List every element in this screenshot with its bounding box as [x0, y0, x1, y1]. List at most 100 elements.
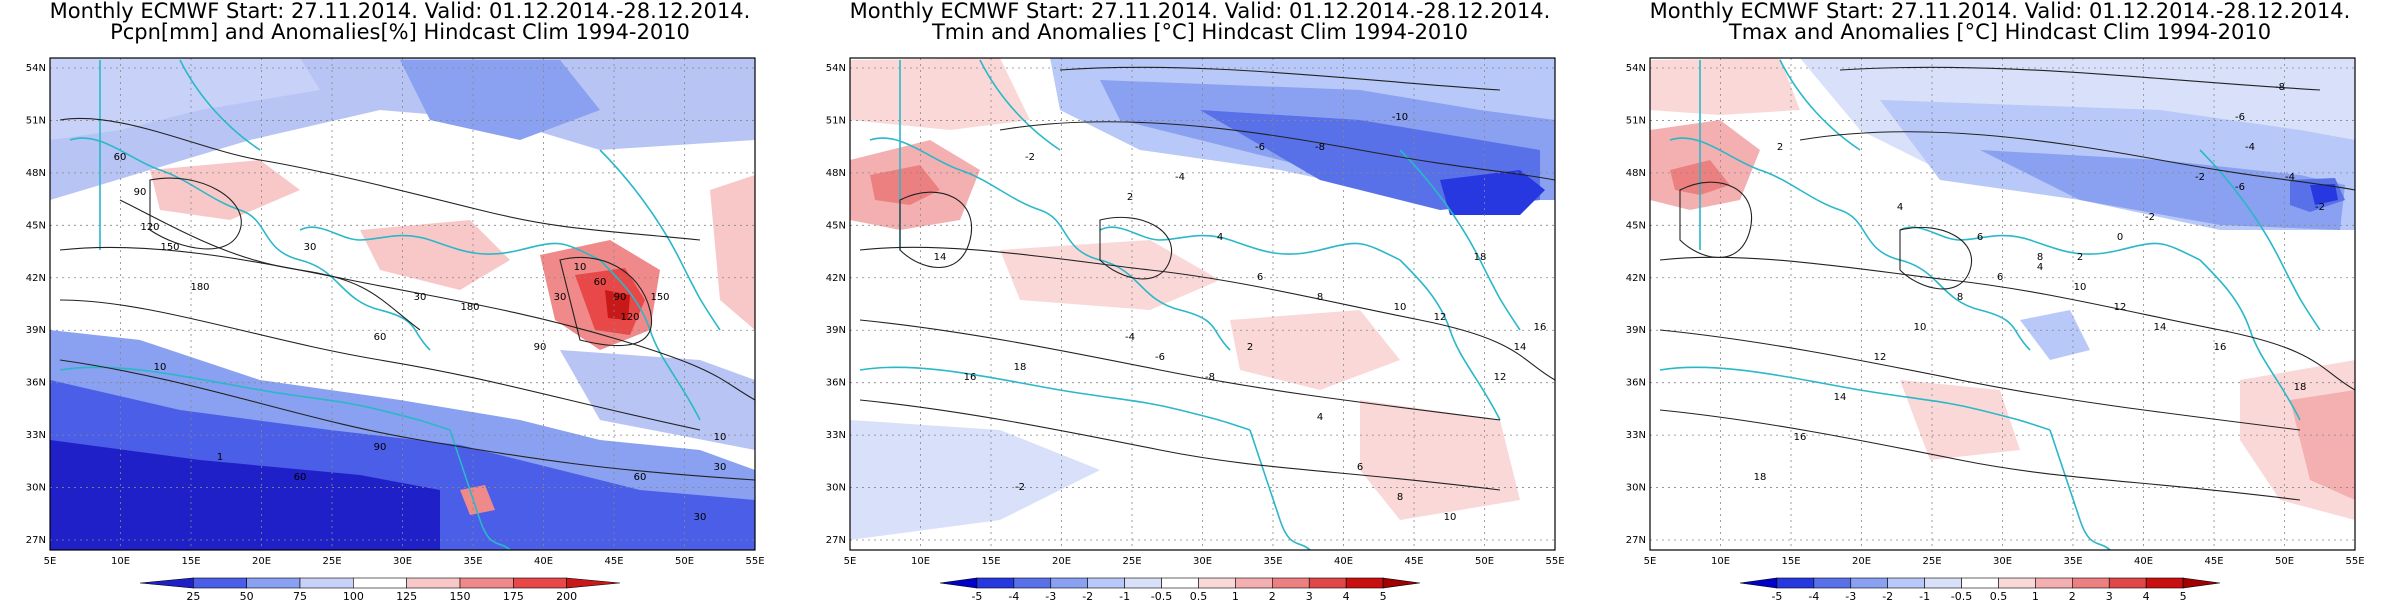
contour-label: 10 [1444, 512, 1457, 523]
coastline [1399, 149, 1521, 331]
lat-tick-label: 42N [826, 273, 846, 284]
contour-label: 30 [714, 462, 727, 473]
lat-tick-label: 48N [1626, 168, 1646, 179]
contour-label: 4 [1897, 202, 1903, 213]
colorbar-segment [406, 577, 461, 589]
colorbar-segment [1998, 577, 2036, 589]
contour-label: 30 [414, 292, 427, 303]
colorbar-label: 150 [450, 590, 471, 600]
lon-tick-label: 25E [322, 556, 341, 567]
coastline [2049, 429, 2111, 550]
panel-title-line1: Monthly ECMWF Start: 27.11.2014. Valid: … [1649, 0, 2351, 23]
lon-tick-label: 25E [1122, 556, 1141, 567]
contour-label: -2 [2195, 172, 2205, 183]
contour-label: 60 [294, 472, 307, 483]
contour-label: 8 [2037, 252, 2043, 263]
lat-tick-label: 27N [1626, 535, 1646, 546]
coastline [1899, 226, 2201, 261]
colorbar-segment [139, 577, 194, 589]
lat-tick-label: 54N [1626, 63, 1646, 74]
colorbar-label: 1 [1232, 590, 1239, 600]
lat-tick-label: 48N [26, 168, 46, 179]
coastline [2199, 149, 2321, 331]
contour-label: 18 [1014, 362, 1027, 373]
lat-tick-label: 51N [26, 115, 46, 126]
map-frame [49, 57, 756, 551]
colorbar-label: 1 [2032, 590, 2039, 600]
lon-tick-label: 50E [2275, 556, 2294, 567]
colorbar-segment [1961, 577, 1999, 589]
lat-tick-label: 33N [826, 430, 846, 441]
contour-line [1799, 131, 2355, 191]
colorbar-label: -5 [1771, 590, 1782, 600]
shading-region [560, 350, 755, 450]
contour-label: 2 [1247, 342, 1253, 353]
colorbar-segment [1739, 577, 1778, 589]
lat-tick-label: 42N [1626, 273, 1646, 284]
coastline [869, 137, 1231, 351]
lon-tick-label: 40E [534, 556, 553, 567]
precipitation-map: 6090120150180301016030903010609012015018… [26, 57, 765, 600]
contour-label: 10 [714, 432, 727, 443]
contour-label: 2 [1777, 142, 1783, 153]
lon-tick-label: 25E [1922, 556, 1941, 567]
panel-title-line2: Tmin and Anomalies [°C] Hindcast Clim 19… [931, 20, 1469, 44]
lon-tick-label: 45E [604, 556, 623, 567]
lat-tick-label: 45N [826, 220, 846, 231]
contour-label: 1 [217, 452, 223, 463]
colorbar-segment [193, 577, 247, 589]
contour-label: 60 [374, 332, 387, 343]
contour-label: 150 [160, 242, 179, 253]
anomaly-shading [50, 58, 755, 550]
contour-line [1659, 329, 2301, 431]
shading-region [1980, 150, 2345, 230]
lat-tick-label: 54N [826, 63, 846, 74]
colorbar-segment [976, 577, 1015, 589]
lon-tick-label: 45E [2204, 556, 2223, 567]
contour-line [1059, 66, 1501, 91]
contour-label: 0 [2117, 232, 2123, 243]
contour-line [899, 191, 973, 268]
contour-label: 16 [1794, 432, 1807, 443]
contour-line [1099, 216, 1173, 280]
contour-label: 2 [2077, 252, 2083, 263]
colorbar-segment [566, 577, 621, 589]
contour-label: -6 [2235, 112, 2245, 123]
coastline [2199, 259, 2301, 421]
colorbar-label: 5 [1380, 590, 1387, 600]
contour-label: 12 [1494, 372, 1507, 383]
contour-label: 10 [154, 362, 167, 373]
coastlines [1659, 59, 2321, 550]
coastlines [859, 59, 1521, 550]
anomaly-shading [850, 58, 1555, 540]
lat-tick-label: 51N [1626, 115, 1646, 126]
contour-label: 12 [1434, 312, 1447, 323]
colorbar-label: -3 [1845, 590, 1856, 600]
colorbar-label: -5 [971, 590, 982, 600]
lon-tick-label: 50E [675, 556, 694, 567]
lon-tick-label: 15E [181, 556, 200, 567]
shading-region [2290, 390, 2355, 500]
colorbar-label: 125 [396, 590, 417, 600]
contour-line [859, 319, 1501, 421]
lon-tick-label: 45E [1404, 556, 1423, 567]
colorbar-label: 100 [343, 590, 364, 600]
shading-region [1650, 58, 1800, 115]
contours [59, 117, 755, 481]
contour-label: -10 [1392, 112, 1408, 123]
contour-label: 4 [2037, 262, 2043, 273]
contour-line [59, 246, 755, 401]
colorbar-segment [1272, 577, 1310, 589]
contour-label: 180 [190, 282, 209, 293]
colorbar-segment [246, 577, 301, 589]
lat-tick-label: 39N [1626, 325, 1646, 336]
colorbar-label: -0.5 [1951, 590, 1972, 600]
contour-label: 6 [1357, 462, 1363, 473]
contour-line [59, 117, 701, 241]
lon-tick-label: 50E [1475, 556, 1494, 567]
contour-line [1659, 256, 2355, 391]
colorbar-segment [1198, 577, 1236, 589]
contour-line [1659, 409, 2301, 501]
